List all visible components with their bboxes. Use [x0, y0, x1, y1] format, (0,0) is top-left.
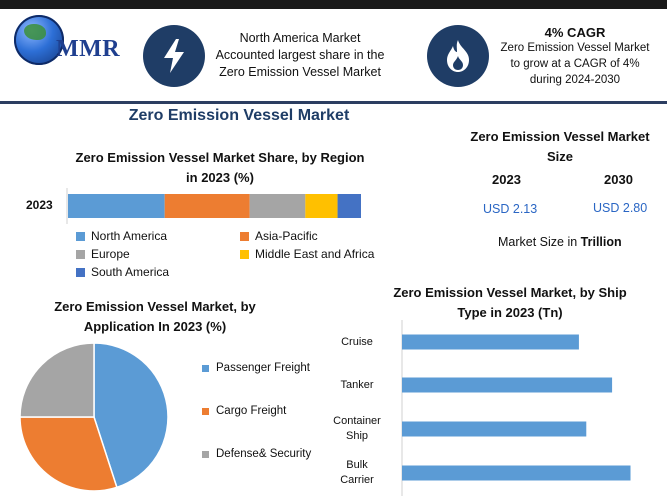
ship-category-label-line: Tanker [340, 378, 374, 391]
region-legend-item: South America [76, 265, 169, 279]
market-size-title: Zero Emission Vessel Market Size [460, 127, 660, 167]
ship-category-label: Container Ship [322, 414, 392, 444]
application-legend-item: Cargo Freight [202, 405, 286, 417]
region-bar-segment [164, 194, 250, 218]
unit-note-prefix: Market Size in [498, 235, 581, 249]
legend-label: Europe [91, 247, 130, 261]
ship-category-label: Tanker [322, 378, 392, 393]
north-america-info: North America Market Accounted largest s… [205, 30, 395, 81]
info2-line: to grow at a CAGR of 4% [510, 58, 640, 70]
legend-label: Asia-Pacific [255, 229, 318, 243]
application-title-line: Zero Emission Vessel Market, by [54, 299, 256, 314]
pie-slice [19, 342, 95, 418]
legend-swatch [202, 407, 209, 415]
region-stacked-chart [66, 188, 361, 224]
region-year-label: 2023 [26, 198, 53, 212]
application-legend-item: Defense& Security [202, 448, 311, 460]
region-bar-segment [249, 194, 306, 218]
ship-category-label-line: Carrier [340, 474, 374, 486]
region-chart-title: Zero Emission Vessel Market Share, by Re… [40, 148, 400, 188]
legend-label: Cargo Freight [216, 405, 287, 417]
legend-label: South America [91, 265, 170, 279]
cagr-info: Zero Emission Vessel Market to grow at a… [480, 40, 667, 88]
market-size-value-2023: USD 2.13 [483, 202, 538, 216]
pie-slice [19, 416, 118, 492]
region-legend-item: Asia-Pacific [240, 229, 318, 243]
legend-swatch [240, 249, 249, 259]
application-legend-item: Passenger Freight [202, 362, 310, 374]
ship-category-label: Cruise [322, 335, 392, 350]
legend-swatch [76, 231, 85, 241]
region-title-line: Zero Emission Vessel Market Share, by Re… [75, 150, 365, 165]
legend-swatch [76, 267, 85, 277]
brand-logo-text: MMR [56, 36, 121, 62]
ship-category-label-line: Ship [345, 430, 369, 442]
market-size-year-2023: 2023 [492, 172, 521, 187]
ship-category-label-line: Bulk [346, 459, 368, 471]
ship-bar [402, 334, 579, 350]
legend-swatch [76, 249, 85, 259]
lightning-icon [143, 25, 205, 87]
ship-chart-title: Zero Emission Vessel Market, by Ship Typ… [360, 283, 660, 323]
market-size-unit-note: Market Size in Trillion [498, 235, 622, 249]
ship-bar [402, 421, 587, 437]
legend-swatch [202, 450, 209, 458]
legend-label: Passenger Freight [216, 362, 310, 374]
market-size-title-line: Zero Emission Vessel Market [470, 129, 650, 144]
info1-line: North America Market [239, 31, 361, 45]
globe-land-shape [24, 24, 46, 40]
application-title-line: Application In 2023 (%) [83, 319, 227, 334]
region-bar-segment [68, 194, 165, 218]
region-bar-segment [337, 194, 361, 218]
flame-icon [427, 25, 489, 87]
ship-bar [402, 377, 613, 393]
legend-label: Defense& Security [216, 448, 312, 460]
ship-category-label: Bulk Carrier [322, 458, 392, 488]
region-legend-item: Europe [76, 247, 130, 261]
ship-bar-chart [401, 320, 631, 496]
globe-logo-icon [14, 15, 64, 65]
application-pie-chart [19, 342, 169, 492]
ship-title-line: Type in 2023 (Tn) [457, 305, 563, 320]
application-chart-title: Zero Emission Vessel Market, by Applicat… [20, 297, 290, 337]
info2-line: Zero Emission Vessel Market [500, 42, 650, 54]
ship-title-line: Zero Emission Vessel Market, by Ship [393, 285, 627, 300]
pie-slice [93, 342, 169, 489]
market-size-year-2030: 2030 [604, 172, 633, 187]
ship-category-label-line: Cruise [341, 335, 373, 348]
legend-label: Middle East and Africa [255, 247, 375, 261]
legend-swatch [240, 231, 249, 241]
header-divider [0, 101, 667, 104]
region-title-line: in 2023 (%) [186, 170, 254, 185]
region-legend-item: North America [76, 229, 167, 243]
market-size-value-2030: USD 2.80 [593, 201, 648, 215]
legend-label: North America [91, 229, 168, 243]
region-legend-item: Middle East and Africa [240, 247, 374, 261]
cagr-title: 4% CAGR [544, 25, 606, 40]
page-title: Zero Emission Vessel Market [128, 107, 350, 124]
info1-line: Zero Emission Vessel Market [219, 65, 381, 79]
legend-swatch [202, 364, 209, 372]
info2-line: during 2024-2030 [529, 74, 621, 86]
info1-line: Accounted largest share in the [215, 48, 385, 62]
ship-category-label-line: Container [333, 415, 381, 427]
region-bar-segment [305, 194, 338, 218]
top-border [0, 0, 667, 9]
unit-note-unit: Trillion [580, 235, 622, 249]
market-size-title-line: Size [546, 149, 573, 164]
ship-bar [402, 465, 631, 481]
